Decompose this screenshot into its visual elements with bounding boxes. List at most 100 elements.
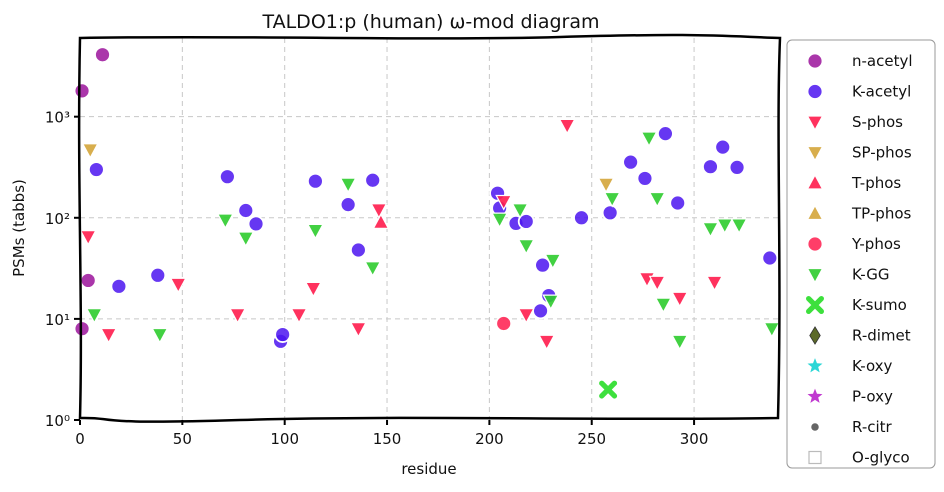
chart-title: TALDO1:p (human) ω-mod diagram [261, 11, 599, 33]
legend-item-tp-phos: TP-phos [806, 204, 911, 223]
k-gg-point [364, 261, 382, 277]
legend: n-acetyl K-acetyl S-phos SP-phos T-phos TP-ph… [786, 39, 936, 469]
k-gg-point [654, 297, 672, 314]
s-phos-point [229, 308, 247, 324]
series-k-sumo [599, 380, 618, 399]
legend-item-sp-phos: SP-phos [806, 144, 912, 162]
legend-marker-tp-phos [806, 204, 824, 221]
legend-label-k-acetyl: K-acetyl [852, 83, 911, 101]
legend-item-s-phos: S-phos [806, 113, 903, 132]
legend-label-y-phos: Y-phos [851, 235, 901, 253]
sp-phos-point [597, 177, 615, 194]
legend-label-o-glyco: O-glyco [852, 449, 910, 467]
data-marks [73, 46, 781, 399]
k-gg-point [648, 191, 666, 208]
series-k-gg [85, 131, 781, 351]
legend-marker-k-acetyl [806, 83, 824, 100]
legend-label-s-phos: S-phos [852, 113, 903, 131]
n-acetyl-point [94, 46, 111, 64]
series-n-acetyl [73, 46, 111, 338]
legend-marker-k-sumo [806, 296, 824, 314]
k-gg-point [237, 231, 255, 248]
s-phos-point [100, 327, 118, 344]
legend-item-k-oxy: K-oxy [807, 357, 893, 375]
y-axis-label: PSMs (tabbs) [10, 179, 28, 277]
grid [80, 38, 778, 420]
k-gg-point [306, 223, 324, 240]
legend-label-r-dimet: R-dimet [852, 327, 911, 345]
n-acetyl-point [73, 82, 91, 100]
x-tick-label: 250 [577, 430, 606, 448]
k-acetyl-point [532, 302, 549, 320]
legend-item-n-acetyl: n-acetyl [806, 52, 913, 70]
s-phos-point [517, 308, 535, 324]
s-phos-point [290, 308, 308, 324]
x-tick-label: 50 [173, 430, 192, 448]
k-gg-point [542, 294, 560, 311]
k-acetyl-point [534, 256, 552, 274]
k-acetyl-point [714, 138, 732, 156]
legend-marker-o-glyco [808, 450, 822, 465]
x-tick-label: 100 [270, 430, 299, 448]
series-y-phos [495, 315, 513, 332]
x-axis-label: residue [401, 460, 456, 478]
axis-ticks: 0 50 100 150 200 250 300 10⁰ 10¹ 10² 10³ [45, 109, 709, 448]
legend-label-sp-phos: SP-phos [852, 144, 912, 162]
s-phos-point [495, 194, 513, 211]
k-acetyl-point [339, 196, 357, 214]
s-phos-point [706, 275, 724, 292]
legend-marker-k-gg [806, 267, 824, 284]
k-gg-point [216, 213, 234, 230]
s-phos-point [169, 277, 187, 294]
k-acetyl-point [669, 194, 687, 212]
s-phos-point [648, 275, 666, 292]
k-acetyl-point [237, 202, 255, 219]
y-tick-label: 10² [45, 210, 70, 228]
legend-marker-t-phos [806, 173, 824, 190]
legend-label-t-phos: T-phos [851, 174, 901, 192]
legend-marker-s-phos [806, 115, 824, 132]
t-phos-point [372, 213, 390, 230]
y-phos-point [495, 315, 513, 332]
legend-label-n-acetyl: n-acetyl [852, 52, 913, 70]
k-acetyl-point [87, 161, 105, 178]
legend-item-t-phos: T-phos [806, 173, 901, 192]
series-sp-phos [81, 143, 615, 194]
k-acetyl-point [636, 170, 654, 187]
k-gg-point [491, 212, 509, 229]
k-gg-point [85, 308, 103, 324]
sp-phos-point [81, 143, 99, 159]
k-acetyl-point [364, 171, 382, 189]
k-acetyl-point [601, 204, 619, 222]
y-tick-label: 10¹ [45, 311, 70, 329]
k-gg-point [730, 218, 748, 235]
legend-label-tp-phos: TP-phos [851, 205, 911, 223]
k-gg-point [701, 222, 719, 238]
s-phos-point [79, 230, 97, 246]
x-tick-label: 200 [475, 430, 504, 448]
legend-item-k-gg: K-GG [806, 266, 889, 284]
y-tick-label: 10⁰ [45, 412, 70, 430]
s-phos-point [538, 334, 556, 351]
series-s-phos [79, 118, 724, 351]
k-gg-point [671, 334, 689, 351]
y-tick-label: 10³ [45, 109, 70, 127]
legend-label-k-sumo: K-sumo [852, 296, 907, 314]
k-acetyl-point [622, 153, 640, 171]
k-gg-point [603, 191, 621, 208]
s-phos-point [349, 322, 367, 338]
k-gg-point [763, 322, 781, 338]
legend-item-o-glyco: O-glyco [808, 449, 910, 467]
k-acetyl-point [702, 158, 719, 176]
series-t-phos [372, 213, 390, 230]
legend-label-r-citr: R-citr [852, 418, 893, 436]
k-gg-point [640, 131, 658, 148]
k-acetyl-point [110, 277, 128, 295]
k-acetyl-point [657, 125, 674, 143]
legend-label-p-oxy: P-oxy [852, 388, 893, 406]
k-acetyl-point [349, 241, 367, 259]
legend-item-r-citr: R-citr [811, 418, 893, 436]
legend-item-p-oxy: P-oxy [807, 388, 893, 406]
legend-item-k-acetyl: K-acetyl [806, 83, 911, 101]
